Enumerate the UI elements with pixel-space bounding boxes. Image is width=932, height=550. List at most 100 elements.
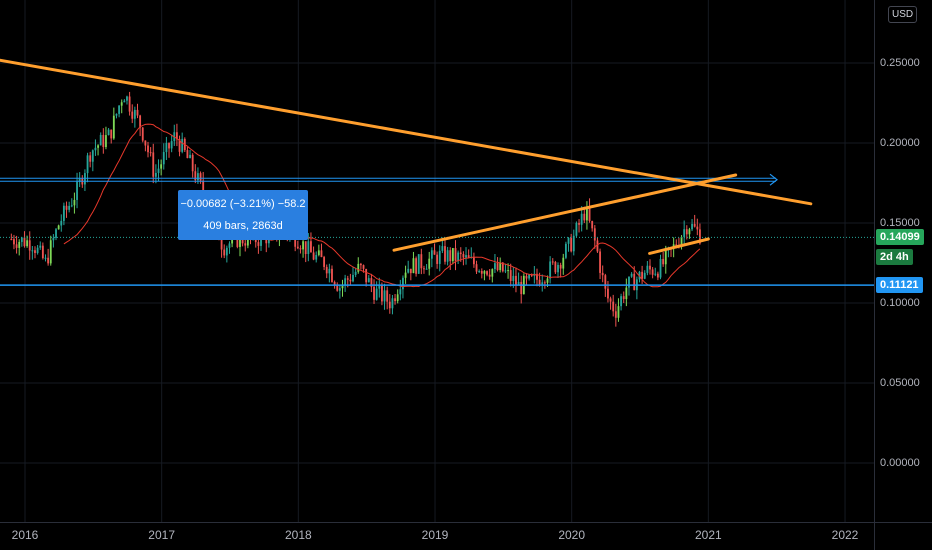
candle-body	[189, 154, 191, 159]
currency-label[interactable]: USD	[888, 6, 918, 23]
candle-body	[378, 285, 381, 289]
candle-body	[147, 145, 149, 153]
candles	[10, 91, 701, 327]
candle-body	[696, 226, 699, 230]
candle-body	[501, 262, 504, 272]
candle-body	[257, 242, 260, 246]
candle-body	[457, 252, 460, 261]
measure-tooltip[interactable]: −0.00682 (−3.21%) −58.2 409 bars, 2863d	[178, 190, 308, 240]
candle-body	[341, 284, 344, 289]
candle-body	[357, 263, 360, 272]
candle-body	[402, 277, 404, 290]
candle-body	[543, 282, 546, 284]
candle-body	[420, 254, 423, 269]
candle-body	[604, 275, 607, 289]
trendline	[0, 58, 813, 206]
price-tick-label: 0.00000	[880, 457, 920, 469]
candle-body	[102, 134, 105, 147]
candle-body	[20, 237, 23, 242]
candle-body	[325, 266, 328, 274]
candle-body	[99, 134, 102, 146]
candle-body	[412, 258, 415, 274]
candle-body	[154, 172, 157, 177]
countdown-tag: 2d 4h	[876, 249, 913, 266]
candle-body	[472, 256, 475, 265]
candle-body	[13, 239, 15, 245]
candle-body	[168, 143, 170, 149]
candle-body	[415, 258, 418, 274]
candle-body	[194, 171, 197, 181]
candle-body	[223, 249, 226, 256]
trendline	[648, 237, 710, 255]
candle-body	[304, 241, 307, 255]
time-tick-label: 2022	[831, 528, 859, 542]
candle-body	[89, 155, 92, 162]
candle-body	[367, 278, 370, 283]
candle-body	[186, 150, 189, 159]
candle-body	[349, 279, 352, 282]
price-tick-label: 0.05000	[880, 377, 920, 389]
candle-body	[78, 178, 81, 182]
arrow-head	[769, 173, 778, 186]
candle-body	[333, 281, 336, 286]
measure-change-text: −0.00682 (−3.21%) −58.2	[180, 198, 306, 210]
candle-body	[496, 263, 499, 271]
candle-body	[15, 244, 18, 248]
candle-body	[664, 250, 667, 265]
candle-body	[62, 205, 65, 221]
candle-body	[428, 258, 431, 269]
candle-body	[181, 138, 184, 152]
candle-body	[175, 132, 178, 140]
candle-body	[52, 237, 55, 241]
moving-average	[63, 123, 701, 288]
candle-body	[370, 278, 373, 287]
candle-body	[693, 223, 696, 227]
candle-body	[538, 279, 541, 286]
candle-body	[656, 273, 659, 278]
candle-body	[607, 288, 609, 299]
candle-body	[486, 271, 488, 275]
price-tick-label: 0.25000	[880, 57, 920, 69]
price-scale-border	[874, 0, 875, 550]
candle-body	[446, 250, 449, 262]
trendline	[392, 173, 738, 252]
candle-body	[28, 240, 31, 251]
candle-body	[512, 275, 515, 281]
candle-body	[643, 272, 646, 279]
candle-body	[680, 236, 683, 247]
ma-line	[63, 123, 701, 288]
candle-body	[433, 250, 436, 255]
candle-body	[554, 262, 557, 273]
candle-body	[36, 247, 39, 253]
candle-body	[509, 270, 512, 281]
candle-body	[549, 261, 552, 279]
candle-body	[165, 143, 168, 153]
candle-body	[491, 269, 494, 277]
candle-body	[91, 150, 94, 162]
candle-body	[617, 306, 620, 318]
candle-body	[41, 245, 44, 259]
candle-body	[115, 113, 118, 116]
time-tick-label: 2016	[11, 528, 39, 542]
candle-body	[622, 296, 625, 300]
candle-body	[562, 257, 565, 269]
candle-body	[239, 234, 241, 247]
candle-body	[583, 213, 586, 221]
candle-body	[346, 278, 349, 280]
candle-body	[430, 250, 433, 259]
candle-body	[525, 275, 528, 279]
candle-body	[312, 252, 315, 260]
time-tick-label: 2018	[284, 528, 312, 542]
candle-body	[467, 255, 470, 258]
candle-body	[559, 264, 562, 269]
candle-body	[23, 237, 26, 247]
candle-body	[55, 229, 57, 238]
candle-body	[112, 115, 115, 139]
candle-body	[483, 271, 486, 274]
candle-body	[564, 243, 567, 258]
candle-body	[633, 273, 636, 291]
candle-body	[425, 268, 428, 270]
candle-body	[399, 289, 402, 295]
candle-body	[459, 252, 462, 255]
